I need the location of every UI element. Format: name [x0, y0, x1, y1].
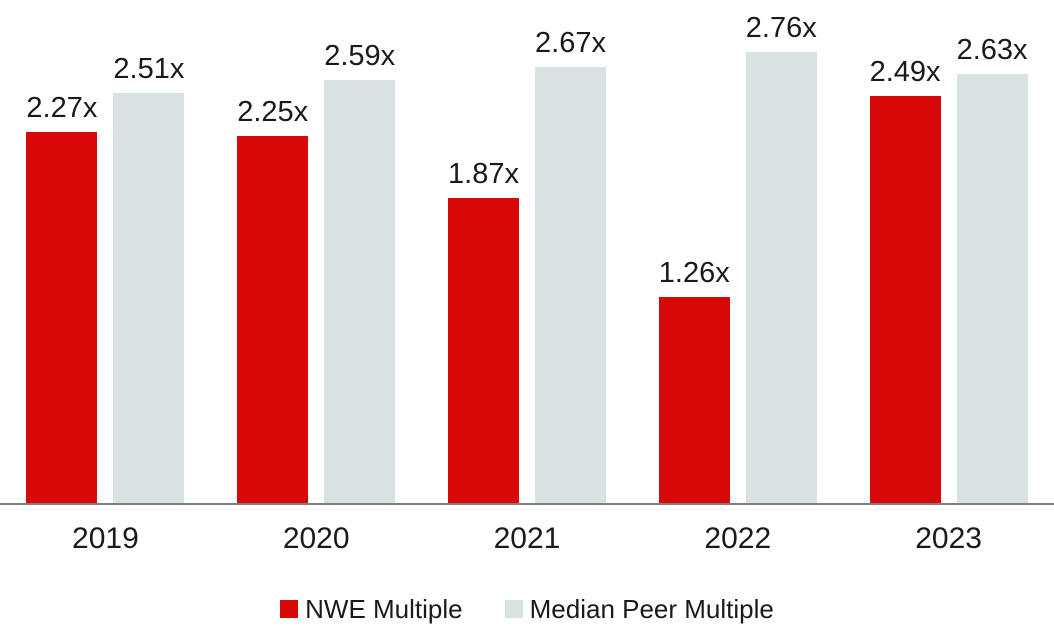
x-axis-label: 2021 [493, 522, 561, 555]
legend: NWE Multiple Median Peer Multiple [0, 596, 1054, 622]
bar-group: 2.49x 2.63x [843, 0, 1054, 503]
bar-median-peer-multiple: 2.63x [956, 35, 1028, 503]
bar-group: 1.87x 2.67x [422, 0, 633, 503]
bar-median-peer-multiple: 2.51x [113, 55, 185, 503]
bar-nwe-multiple: 2.27x [26, 94, 98, 503]
bar-value-label: 2.76x [745, 12, 817, 45]
legend-label: Median Peer Multiple [529, 594, 774, 624]
legend-swatch [504, 600, 523, 618]
x-axis-label: 2022 [704, 522, 772, 555]
legend-item-nwe-multiple: NWE Multiple [280, 594, 463, 624]
bar-value-label: 2.25x [237, 95, 309, 128]
x-axis-label: 2020 [282, 522, 350, 555]
bar-nwe-multiple: 1.26x [658, 259, 730, 503]
bar-median-peer-multiple: 2.59x [324, 42, 396, 503]
bar-value-label: 2.63x [956, 33, 1028, 66]
bar-value-label: 2.27x [26, 92, 98, 125]
bar-nwe-multiple: 1.87x [447, 159, 519, 503]
bar-value-label: 2.67x [535, 26, 606, 59]
bar-group: 2.25x 2.59x [211, 0, 422, 503]
legend-label: NWE Multiple [305, 594, 463, 624]
x-axis-label: 2019 [72, 522, 139, 555]
plot-area: 2.27x 2.51x 2.25x 2.59x 1.87x 2.67x 1.26x 2.76x… [0, 0, 1054, 503]
bar-nwe-multiple: 2.25x [237, 97, 309, 503]
x-axis-line [0, 503, 1054, 505]
bar-value-label: 1.26x [658, 257, 730, 290]
bar-group: 2.27x 2.51x [0, 0, 211, 503]
x-axis-label: 2023 [915, 522, 982, 555]
bar-value-label: 2.51x [113, 53, 185, 86]
bar-nwe-multiple: 2.49x [869, 58, 941, 503]
x-axis-labels: 2019 2020 2021 2022 2023 [0, 505, 1054, 556]
legend-item-median-peer-multiple: Median Peer Multiple [504, 594, 774, 624]
bar-value-label: 1.87x [448, 157, 519, 190]
legend-swatch [280, 600, 299, 618]
bar-group: 1.26x 2.76x [632, 0, 843, 503]
bar-median-peer-multiple: 2.67x [534, 28, 606, 503]
bar-value-label: 2.59x [324, 40, 396, 73]
bar-value-label: 2.49x [869, 56, 941, 89]
bar-median-peer-multiple: 2.76x [745, 14, 817, 503]
